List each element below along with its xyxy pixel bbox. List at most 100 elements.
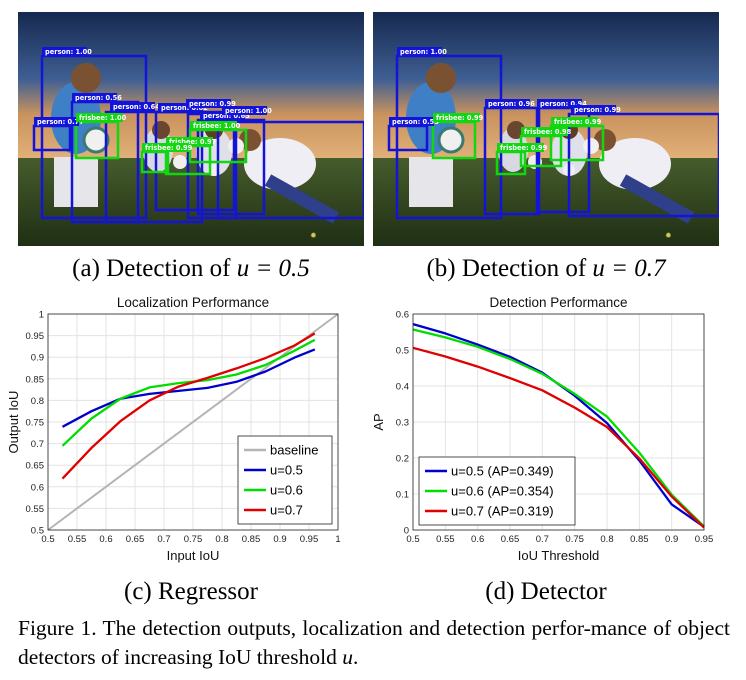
det-b-label-6: frisbee: 0.98	[524, 128, 572, 136]
loc-legend-label-0: baseline	[270, 443, 318, 458]
det-b-label-4: person: 0.99	[574, 106, 621, 114]
loc-ytick-label: 0.7	[31, 439, 44, 450]
subcaption-a-text: (a) Detection of	[72, 255, 237, 282]
det-title: Detection Performance	[489, 295, 627, 310]
det-b-label-2: person: 0.96	[488, 100, 535, 108]
det-legend-label-0: u=0.5 (AP=0.349)	[451, 464, 554, 479]
loc-ytick-label: 0.5	[31, 526, 44, 537]
subcaption-b-text: (b) Detection of	[426, 255, 593, 282]
loc-xtick-label: 0.95	[300, 534, 319, 545]
det-a-label-9: frisbee: 0.97	[169, 138, 217, 146]
det-series-line-2	[412, 346, 705, 529]
loc-ytick-label: 0.6	[31, 482, 44, 493]
det-ylabel: AP	[371, 413, 386, 430]
svg-text:✹: ✹	[665, 231, 672, 240]
loc-ytick-label: 0.65	[26, 461, 45, 472]
loc-series-line-1	[61, 348, 316, 428]
det-xtick-label: 0.5	[406, 534, 419, 545]
det-a-label-6: person: 0.63	[203, 112, 250, 120]
figure-caption-math: u	[342, 645, 353, 669]
loc-series-line-3	[61, 332, 316, 480]
det-xtick-label: 0.85	[630, 534, 649, 545]
det-xtick-label: 0.55	[436, 534, 455, 545]
loc-xlabel: Input IoU	[167, 548, 220, 563]
loc-frame	[47, 313, 339, 531]
det-xtick-label: 0.9	[665, 534, 678, 545]
subcaption-b: (b) Detection of u = 0.7	[373, 255, 719, 283]
figure-caption-text: Figure 1. The detection outputs, localiz…	[18, 616, 730, 669]
loc-legend-label-3: u=0.7	[270, 503, 303, 518]
subcaption-b-math: u = 0.7	[592, 255, 666, 282]
det-legend-label-2: u=0.7 (AP=0.319)	[451, 504, 554, 519]
loc-xtick-label: 0.65	[126, 534, 145, 545]
det-xtick-label: 0.6	[471, 534, 484, 545]
det-b-label-7: frisbee: 0.99	[554, 118, 602, 126]
loc-xtick-label: 0.85	[242, 534, 261, 545]
det-legend-label-1: u=0.6 (AP=0.354)	[451, 484, 554, 499]
loc-legend-label-2: u=0.6	[270, 483, 303, 498]
det-series-line-1	[412, 328, 705, 528]
det-a-label-8: frisbee: 1.00	[79, 114, 127, 122]
det-a-label-11: frisbee: 0.99	[145, 144, 193, 152]
det-xtick-label: 0.7	[536, 534, 549, 545]
det-a-label-10: frisbee: 1.00	[193, 122, 241, 130]
loc-xtick-label: 0.55	[68, 534, 87, 545]
det-a-label-1: person: 0.56	[75, 94, 122, 102]
localization-chart-svg: 0.5 0.55 0.6 0.65 0.7 0.75 0.8 0.85 0.9 0.95 1 0.5 0…	[6, 295, 341, 563]
svg-text:✹: ✹	[310, 231, 317, 240]
loc-ytick-label: 0.8	[31, 396, 44, 407]
det-ytick-label: 0.4	[396, 382, 409, 393]
det-ytick-label: 0.6	[396, 310, 409, 321]
loc-title: Localization Performance	[117, 295, 269, 310]
det-b-label-3: person: 0.94	[540, 100, 587, 108]
loc-xtick-label: 0.9	[273, 534, 286, 545]
loc-xtick-label: 0.6	[99, 534, 112, 545]
det-ytick-label: 0.3	[396, 418, 409, 429]
det-a-label-5: person: 0.99	[189, 100, 236, 108]
figure-caption-tail: .	[352, 645, 359, 669]
loc-xtick-label: 0.75	[184, 534, 203, 545]
detection-image-u07: ✹ person: 1.00 person: 0.55 person: 0.96…	[373, 12, 719, 246]
loc-ytick-label: 0.85	[26, 374, 45, 385]
loc-ytick-label: 0.75	[26, 418, 45, 429]
loc-xtick-label: 0.7	[157, 534, 170, 545]
det-b-label-5: frisbee: 0.99	[436, 114, 484, 122]
det-ytick-label: 0	[404, 526, 409, 537]
loc-legend-label-1: u=0.5	[270, 463, 303, 478]
subcaption-d: (d) Detector	[485, 578, 607, 605]
detection-chart-svg: 0.5 0.55 0.6 0.65 0.7 0.75 0.8 0.85 0.9 0.95 0 0.1 0…	[371, 295, 714, 563]
loc-ytick-label: 1	[39, 310, 44, 321]
loc-xtick-label: 1	[335, 534, 340, 545]
det-xlabel: IoU Threshold	[518, 548, 599, 563]
det-ytick-label: 0.5	[396, 346, 409, 357]
detection-image-u05: ✹ person: 1.00 person: 0.56 person: 0.77	[18, 12, 364, 246]
det-a-label-2: person: 0.77	[37, 118, 84, 126]
det-xtick-label: 0.8	[600, 534, 613, 545]
det-ytick-label: 0.1	[396, 490, 409, 501]
loc-series-line-0	[47, 313, 339, 531]
subcaption-c: (c) Regressor	[124, 578, 258, 605]
det-a-label-7: person: 1.00	[225, 107, 272, 115]
det-a-label-0: person: 1.00	[45, 48, 92, 56]
det-b-label-1: person: 0.55	[392, 118, 439, 126]
det-frame	[412, 313, 705, 531]
det-b-label-0: person: 1.00	[400, 48, 447, 56]
det-xtick-label: 0.75	[565, 534, 584, 545]
loc-ytick-label: 0.95	[26, 331, 45, 342]
subcaption-a-math: u = 0.5	[236, 255, 310, 282]
subcaption-a: (a) Detection of u = 0.5	[18, 255, 364, 283]
detection-chart: 0.5 0.55 0.6 0.65 0.7 0.75 0.8 0.85 0.9 0.95 0 0.1 0…	[366, 288, 736, 578]
loc-xtick-label: 0.8	[215, 534, 228, 545]
det-xtick-label: 0.95	[695, 534, 714, 545]
det-a-label-3: person: 0.64	[113, 103, 160, 111]
det-b-label-8: frisbee: 0.99	[500, 144, 548, 152]
localization-chart: 0.5 0.55 0.6 0.65 0.7 0.75 0.8 0.85 0.9 0.95 1 0.5 0…	[0, 288, 360, 578]
loc-ytick-label: 0.55	[26, 504, 45, 515]
loc-xtick-label: 0.5	[41, 534, 54, 545]
det-xtick-label: 0.65	[501, 534, 520, 545]
loc-ytick-label: 0.9	[31, 353, 44, 364]
figure-caption: Figure 1. The detection outputs, localiz…	[18, 614, 730, 672]
det-a-label-4: person: 0.82	[161, 104, 208, 112]
det-ytick-label: 0.2	[396, 454, 409, 465]
loc-ylabel: Output IoU	[6, 391, 21, 454]
